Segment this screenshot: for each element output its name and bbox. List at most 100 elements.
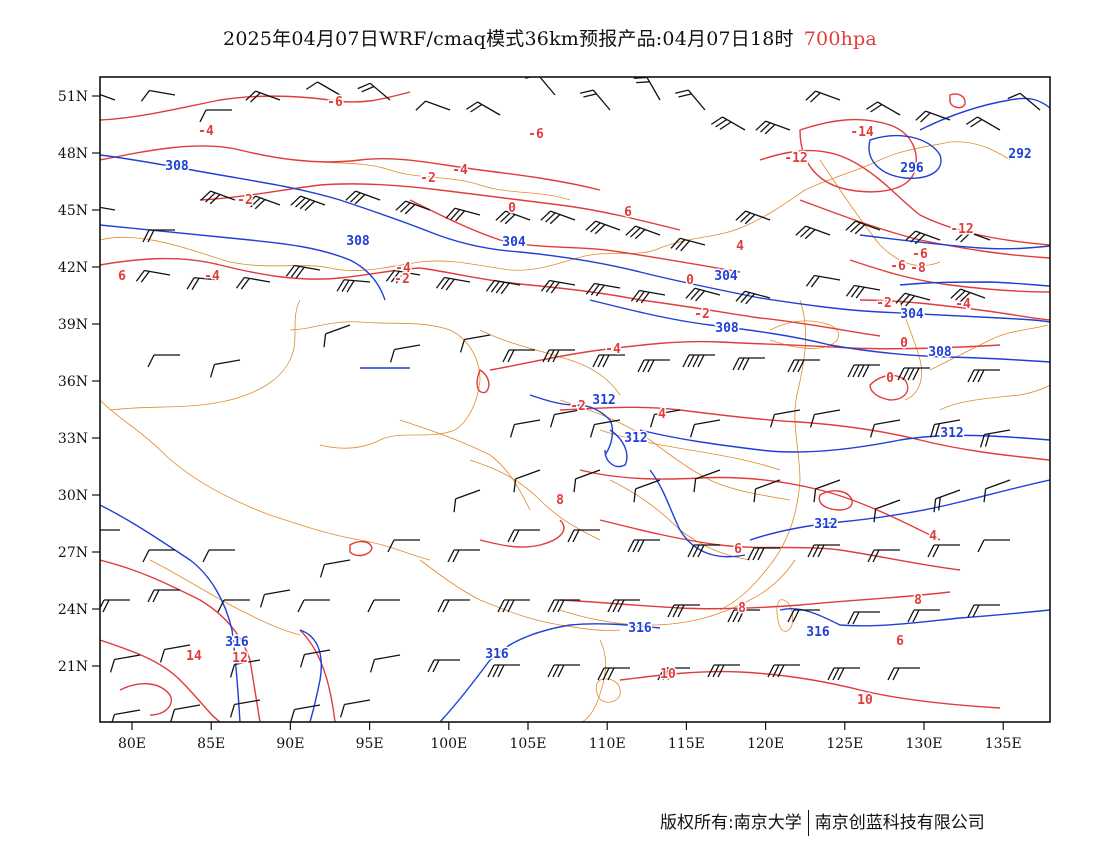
- guangdong-border: [559, 559, 796, 626]
- wind-barb: [627, 539, 660, 553]
- temp-contour-label: 0: [886, 371, 894, 386]
- wind-barb: [685, 287, 721, 302]
- hunan-border: [609, 479, 751, 561]
- temp-contour: [599, 519, 961, 571]
- wind-barb: [465, 101, 501, 116]
- temp-contour-label: 0: [900, 336, 908, 351]
- wind-barb: [967, 369, 1000, 383]
- wind-barb: [540, 210, 576, 225]
- wind-barb: [633, 479, 661, 503]
- lon-label: 85E: [197, 736, 225, 752]
- wind-barb: [657, 667, 690, 681]
- height-contour-label: 304: [502, 235, 526, 250]
- height-contour-label: 312: [592, 393, 615, 408]
- lon-label: 80E: [118, 736, 146, 752]
- copyright-owner: 版权所有:南京大学: [660, 813, 802, 833]
- title-text: 2025年04月07日WRF/cmaq模式36km预报产品:04月07日18时: [223, 28, 794, 50]
- temp-contour-label: 12: [232, 651, 248, 666]
- temp-contour-label: -4: [204, 269, 220, 284]
- temp-contour-label: 6: [624, 205, 632, 220]
- wind-barb: [387, 539, 420, 553]
- lon-label: 115E: [668, 736, 705, 752]
- temp-contour: [759, 149, 1050, 246]
- wind-barb: [147, 354, 180, 368]
- wind-barb: [727, 609, 760, 623]
- wind-barb: [453, 489, 481, 513]
- wind-barb: [907, 609, 940, 623]
- wind-barb: [897, 367, 930, 381]
- height-contour-label: 312: [624, 431, 647, 446]
- lat-label: 21N: [58, 659, 88, 675]
- copyright-notice: 版权所有:南京大学 南京创蓝科技有限公司: [660, 808, 985, 836]
- temp-contour: [818, 490, 853, 511]
- copyright-company: 南京创蓝科技有限公司: [814, 813, 985, 833]
- height-contour: [100, 504, 241, 722]
- temp-contour-label: -14: [850, 125, 874, 140]
- temp-contour-label: -2: [420, 171, 436, 186]
- wind-barb: [200, 190, 236, 205]
- wind-barb: [887, 667, 920, 681]
- height-contour: [868, 134, 942, 179]
- temp-contour: [349, 540, 373, 557]
- wind-barb: [199, 109, 232, 123]
- wind-barb: [415, 100, 451, 111]
- wind-barb: [540, 279, 576, 294]
- wind-barb: [542, 349, 575, 363]
- wind-barb: [547, 664, 580, 678]
- wind-barb: [305, 81, 341, 96]
- wind-barb: [369, 654, 401, 673]
- temp-contour: [199, 183, 681, 231]
- wind-barb: [735, 210, 771, 225]
- wind-barb: [847, 611, 880, 625]
- temp-contour-label: -4: [452, 163, 468, 178]
- wind-barb: [459, 334, 491, 353]
- wind-barb: [323, 324, 351, 348]
- lon-label: 105E: [510, 736, 547, 752]
- temp-contour: [559, 591, 951, 610]
- temp-contour-label: -2: [694, 307, 710, 322]
- central-border: [559, 399, 791, 501]
- lat-label: 27N: [58, 545, 88, 561]
- wind-barb: [299, 649, 331, 668]
- indochina-coast: [579, 639, 606, 722]
- height-labels: 308 308 304 304 308 296 292 304 308 312 312 312 312 3…: [164, 146, 1033, 664]
- temp-contour-label: -4: [198, 124, 214, 139]
- wind-barb: [447, 549, 480, 563]
- height-contour-label: 292: [1008, 147, 1031, 162]
- map-frame: [99, 76, 1051, 723]
- wind-barb: [927, 544, 960, 558]
- temperature-labels: -6-4 -6-4-2-4-20-2-14-12-12-6-8-6-4-2-4 0-…: [117, 94, 976, 710]
- wind-barb: [795, 225, 831, 240]
- wind-barb: [735, 290, 771, 305]
- wind-barb: [769, 409, 801, 428]
- height-contour-label: 296: [900, 161, 924, 176]
- wind-barb: [787, 609, 820, 623]
- temp-contour-label: 6: [896, 634, 904, 649]
- copyright-separator: [807, 810, 809, 836]
- temp-contour-label: 10: [857, 693, 873, 708]
- height-contour: [439, 623, 661, 722]
- wind-barb: [229, 699, 261, 718]
- temp-contour: [476, 368, 490, 394]
- temp-contour-label: -12: [784, 151, 807, 166]
- height-contour: [859, 234, 1050, 250]
- wind-barb: [245, 90, 281, 103]
- temp-contour-label: 4: [929, 529, 937, 544]
- wind-barb: [755, 120, 791, 135]
- wind-barb: [955, 230, 991, 243]
- wind-barb: [675, 89, 706, 111]
- wind-barb: [497, 599, 530, 613]
- hainan-island: [595, 678, 621, 703]
- temp-contour: [100, 145, 601, 191]
- wind-barb: [109, 709, 141, 722]
- wind-barb: [573, 469, 601, 493]
- temp-contour-label: 10: [660, 667, 676, 682]
- wind-barb: [905, 230, 941, 245]
- taiwan-island: [776, 599, 794, 632]
- temp-contour: [799, 118, 917, 193]
- temp-contour-label: 0: [508, 201, 516, 216]
- temp-contour-label: 8: [914, 593, 922, 608]
- temp-contour-label: 8: [738, 601, 746, 616]
- wind-barb: [813, 479, 841, 503]
